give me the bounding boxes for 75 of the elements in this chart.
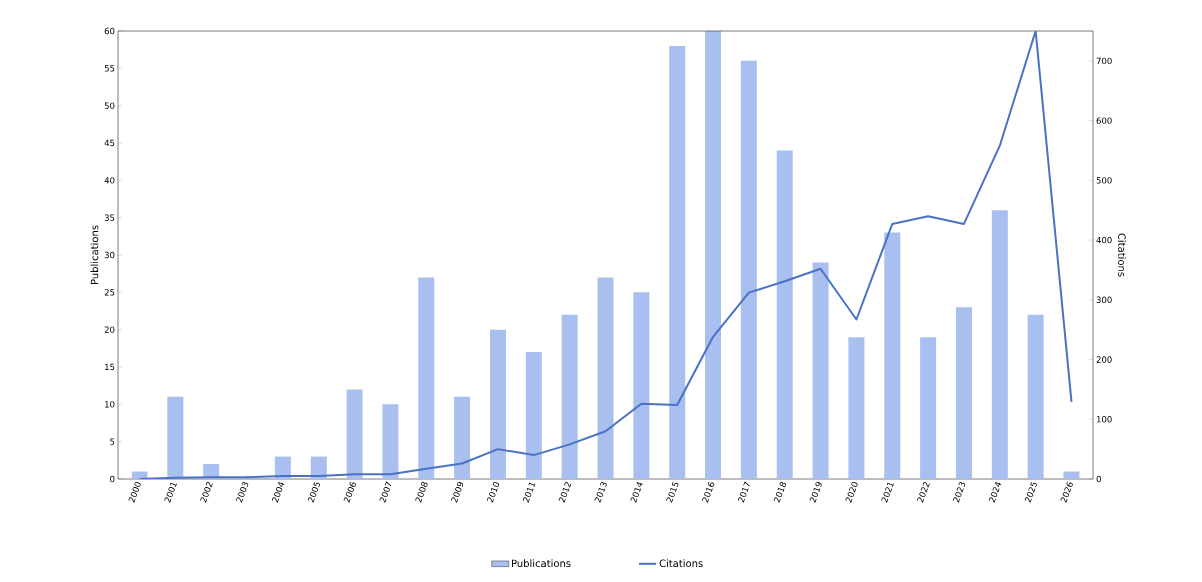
x-tick-label: 2012 — [558, 482, 572, 503]
x-tick-label: 2006 — [343, 481, 356, 503]
bar — [633, 292, 650, 479]
legend-label: Citations — [659, 559, 703, 568]
y2-tick-label: 500 — [1096, 177, 1112, 184]
x-tick-label: 2022 — [917, 482, 930, 503]
bar — [167, 396, 184, 479]
bar — [525, 352, 542, 479]
legend-label: Publications — [511, 559, 571, 568]
bar — [489, 329, 506, 479]
y2-tick-label: 200 — [1096, 356, 1112, 363]
y2-tick-label: 400 — [1096, 236, 1112, 244]
x-tick-label: 2009 — [451, 482, 464, 503]
y2-tick-label: 700 — [1096, 57, 1112, 65]
x-tick-label: 2015 — [666, 481, 679, 503]
bar — [848, 337, 865, 479]
y2-tick-label: 100 — [1096, 416, 1112, 423]
y-tick-label: 60 — [104, 27, 115, 35]
y-tick-label: 5 — [110, 438, 115, 445]
x-tick-label: 2026 — [1060, 481, 1073, 503]
bar — [920, 337, 937, 479]
x-tick-label: 2014 — [630, 482, 643, 503]
x-tick-label: 2003 — [236, 481, 249, 503]
bar — [812, 262, 829, 479]
y-tick-label: 35 — [104, 214, 115, 221]
x-tick-label: 2025 — [1024, 481, 1037, 503]
bar — [418, 277, 435, 479]
bar — [955, 307, 972, 479]
x-tick-label: 2002 — [200, 482, 213, 503]
bar — [1027, 314, 1044, 479]
line-series — [138, 31, 1073, 479]
x-tick-label: 2020 — [845, 482, 858, 503]
bar — [669, 45, 686, 479]
y2-tick-label: 0 — [1096, 475, 1101, 483]
y-tick-label: 10 — [105, 401, 115, 408]
x-tick-label: 2008 — [415, 481, 428, 503]
y2-tick-label: 600 — [1096, 117, 1112, 124]
bar — [1063, 471, 1080, 479]
x-tick-label: 2017 — [738, 481, 750, 503]
x-tick-label: 2019 — [809, 482, 822, 503]
x-tick-label: 2016 — [702, 481, 715, 503]
x-tick-label: 2011 — [522, 482, 536, 503]
y2-tick-label: 300 — [1096, 296, 1112, 304]
y-tick-label: 20 — [104, 326, 115, 333]
y-tick-label: 45 — [104, 139, 115, 147]
x-tick-label: 2001 — [164, 482, 177, 503]
bar — [884, 232, 901, 479]
y-tick-label: 50 — [104, 102, 115, 109]
x-tick-label: 2024 — [988, 482, 1002, 503]
bar — [454, 396, 471, 479]
x-tick-label: 2010 — [487, 482, 500, 503]
bar — [382, 404, 399, 479]
y-axis-title: Publications — [90, 225, 99, 285]
y-tick-label: 30 — [104, 251, 115, 259]
bar — [705, 31, 722, 479]
x-tick-label: 2018 — [773, 481, 786, 503]
bar — [991, 210, 1008, 479]
y-tick-label: 40 — [104, 177, 115, 184]
bar — [346, 389, 363, 479]
y-tick-label: 15 — [105, 363, 115, 371]
bar — [740, 60, 757, 479]
bar — [776, 150, 793, 479]
x-tick-label: 2005 — [307, 481, 320, 503]
y-tick-label: 55 — [104, 65, 115, 72]
x-tick-label: 2000 — [128, 482, 141, 503]
x-tick-label: 2023 — [953, 481, 966, 503]
x-tick-label: 2007 — [379, 481, 392, 503]
x-tick-label: 2021 — [881, 482, 894, 503]
x-tick-label: 2013 — [594, 481, 607, 503]
y2-axis-title: Citations — [1118, 233, 1126, 277]
bar — [561, 314, 578, 479]
bar — [597, 277, 614, 479]
y-tick-label: 0 — [110, 475, 115, 483]
y-tick-label: 25 — [104, 289, 115, 296]
x-tick-label: 2004 — [272, 482, 285, 503]
